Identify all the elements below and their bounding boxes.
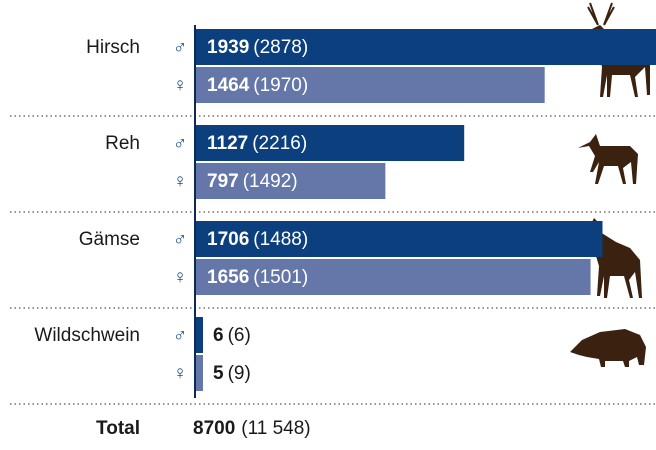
value-label: 1464(1970) xyxy=(207,75,308,96)
series-symbol: ♂ xyxy=(173,133,187,154)
series-symbol: ♂ xyxy=(173,325,187,346)
chart: Total 8700 (11 548) Hirsch ♂ 1939(2878) ♀ 146… xyxy=(0,0,656,445)
value-number: 1706 xyxy=(207,229,249,250)
value-number: 6 xyxy=(213,325,224,346)
previous-value: (2216) xyxy=(252,133,307,154)
series-symbol: ♀ xyxy=(173,171,187,192)
value-number: 797 xyxy=(207,171,239,192)
total-label: Total xyxy=(96,418,140,439)
series-symbol: ♀ xyxy=(173,75,187,96)
category-label: Hirsch xyxy=(86,37,140,58)
previous-value: (1488) xyxy=(253,229,308,250)
value-label: 6(6) xyxy=(213,325,251,346)
value-label: 5(9) xyxy=(213,363,251,384)
previous-value: (9) xyxy=(228,363,251,384)
previous-value: (1501) xyxy=(253,267,308,288)
previous-value: (1492) xyxy=(243,171,298,192)
value-label: 1939(2878) xyxy=(207,37,308,58)
value-number: 1127 xyxy=(207,133,248,154)
category-label: Reh xyxy=(105,133,140,154)
category-label: Gämse xyxy=(79,229,140,250)
value-number: 1656 xyxy=(207,267,249,288)
previous-value: (2878) xyxy=(253,37,308,58)
category-label: Wildschwein xyxy=(34,325,140,346)
value-label: 797(1492) xyxy=(207,171,298,192)
series-symbol: ♀ xyxy=(173,363,187,384)
previous-value: (1970) xyxy=(253,75,308,96)
value-number: 5 xyxy=(213,363,224,384)
series-symbol: ♀ xyxy=(173,267,187,288)
total-previous: (11 548) xyxy=(241,418,310,439)
value-number: 1464 xyxy=(207,75,250,96)
total-value: 8700 (11 548) xyxy=(193,418,311,439)
value-label: 1706(1488) xyxy=(207,229,308,250)
value-label: 1656(1501) xyxy=(207,267,308,288)
series-symbol: ♂ xyxy=(173,229,187,250)
bar xyxy=(195,317,203,353)
total-number: 8700 xyxy=(193,418,235,439)
value-label: 1127(2216) xyxy=(207,133,307,154)
page: {"chart_data": {"type": "bar", "orientat… xyxy=(0,0,656,450)
series-symbol: ♂ xyxy=(173,37,187,58)
bar xyxy=(195,355,203,391)
value-number: 1939 xyxy=(207,37,249,58)
previous-value: (6) xyxy=(228,325,251,346)
